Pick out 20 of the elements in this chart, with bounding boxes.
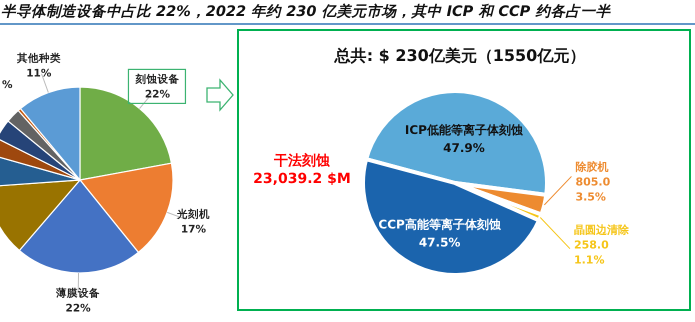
slice-label: 薄膜设备 [55, 286, 100, 300]
slice-label: 除胶机 [575, 160, 608, 174]
slice-label: 刻蚀设备 [134, 72, 180, 86]
slice-label: 晶圆边清除 [574, 223, 630, 237]
data-label: 11% [26, 68, 52, 80]
text: 干法刻蚀 23,039.2 $M [253, 152, 351, 187]
slice-label: 其他种类 [16, 52, 61, 65]
slice-label: ICP低能等离子体刻蚀 [404, 123, 523, 138]
data-label: 22% [144, 88, 170, 100]
slice-label: 光刻机 [176, 207, 210, 220]
data-label: 47.9% [443, 141, 485, 156]
slice-label: CCP高能等离子体刻蚀 [378, 218, 501, 232]
text: 半导体制造设备中占比 22%，2022 年约 230 亿美元市场，其中 ICP 和 CCP 约各占一半 [1, 2, 612, 20]
data-label: 22% [66, 302, 92, 314]
text: % [2, 78, 13, 91]
data-label: 805.0 3.5% [575, 175, 611, 204]
chart-title: 总共: $ 230亿美元（1550亿元） [334, 46, 586, 66]
data-label: 258.0 1.1% [574, 238, 610, 267]
data-label: 47.5% [418, 236, 460, 250]
data-label: 17% [180, 223, 206, 236]
